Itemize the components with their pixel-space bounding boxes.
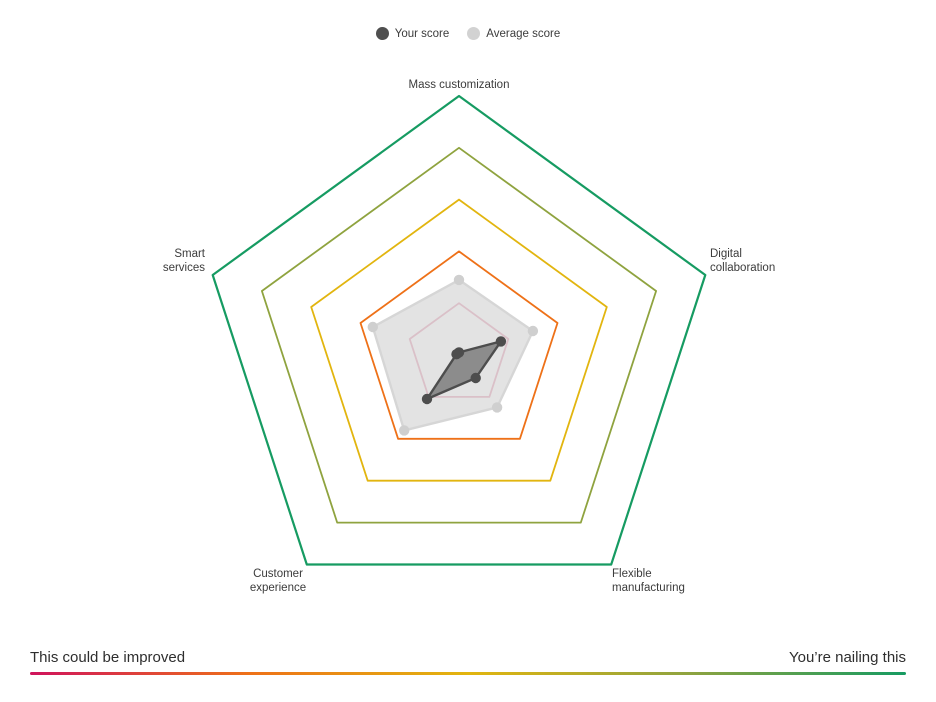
average-score-point [527,325,539,337]
legend-label: Average score [486,27,561,40]
score-scale-gradient-bar [30,672,906,675]
average-score-point [399,425,410,436]
average-score-dot-icon [467,27,481,40]
legend-item-average-score: Average score [467,27,560,40]
legend-label: Your score [394,27,450,40]
scale-high-label: You’re nailing this [788,649,906,666]
radar-chart: Mass customization Digital collaboration… [162,79,776,594]
legend-item-your-score: Your score [375,27,450,40]
your-score-point [421,393,433,405]
radar-chart-canvas [211,94,707,566]
your-score-point [470,372,481,384]
axis-label-flexible-manufacturing: Flexible manufacturing [612,568,685,594]
ring-level-4 [260,146,657,524]
axis-label-smart-services: Smart services [162,248,205,274]
your-score-dot-icon [375,27,389,40]
average-score-point [367,321,378,333]
axis-label-mass-customization: Mass customization [408,79,510,91]
ring-level-2 [359,250,559,440]
average-score-point [491,402,503,413]
axis-label-digital-collaboration: Digital collaboration [710,248,776,274]
scale-low-label: This could be improved [30,649,186,666]
axis-label-customer-experience: Customer experience [249,568,307,594]
chart-legend: Your score Average score [0,27,936,40]
ring-level-5 [211,94,707,566]
ring-level-3 [310,198,608,482]
average-score-point [453,274,465,286]
your-score-point [451,349,462,360]
your-score-point [495,336,507,347]
